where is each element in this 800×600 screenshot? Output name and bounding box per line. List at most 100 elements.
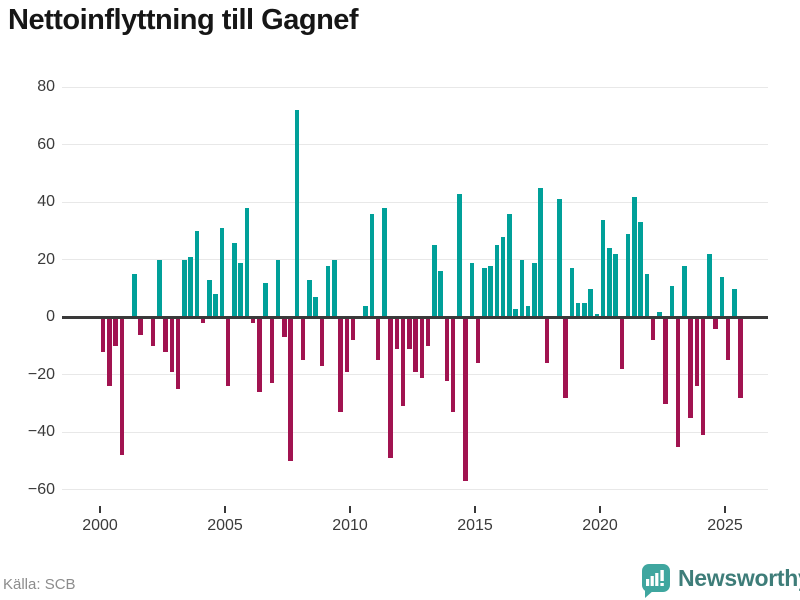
bar-2000-q14 xyxy=(188,256,193,318)
bar-2000-q36 xyxy=(325,265,331,318)
bar-2000-q45 xyxy=(382,208,387,318)
bar-2000-q32 xyxy=(300,317,306,361)
bar-2000-q27 xyxy=(269,317,275,384)
bar-2000-q67 xyxy=(519,259,525,318)
bar-2000-q17 xyxy=(207,279,212,318)
y-axis-label--20: −20 xyxy=(27,365,55,383)
bar-2000-q55 xyxy=(444,317,450,381)
y-axis-label-0: 0 xyxy=(46,308,55,326)
bar-2000-q85 xyxy=(632,196,637,318)
bar-2000-q70 xyxy=(538,187,543,318)
bar-2000-q5 xyxy=(132,274,137,318)
x-axis-tick-2010 xyxy=(349,506,351,513)
source-note: Källa: SCB xyxy=(3,576,76,593)
bar-2000-q49 xyxy=(407,317,412,349)
bar-2000-q13 xyxy=(182,259,187,318)
bar-2000-q101 xyxy=(732,288,737,318)
bar-2000-q71 xyxy=(544,317,550,364)
bar-2000-q58 xyxy=(463,317,468,482)
bar-2000-q16 xyxy=(200,317,206,324)
bar-2000-q46 xyxy=(388,317,393,459)
bar-2000-q57 xyxy=(457,193,462,318)
bar-2000-q33 xyxy=(307,279,312,318)
bar-2000-q76 xyxy=(575,302,581,318)
speech-bubble-tail xyxy=(645,590,654,598)
gridline-80 xyxy=(62,86,768,88)
x-axis-label-2005: 2005 xyxy=(207,517,243,534)
mini-bar-chart-glyph xyxy=(646,570,664,586)
bar-2000-q35 xyxy=(319,317,325,367)
bar-2000-q20 xyxy=(225,317,231,387)
bar-2000-q90 xyxy=(663,317,668,404)
bar-2000-q60 xyxy=(475,317,481,364)
bar-2000-q65 xyxy=(507,213,512,318)
x-axis-tick-2000 xyxy=(99,506,101,513)
bar-2000-q73 xyxy=(557,199,562,318)
bar-2000-q82 xyxy=(613,254,618,318)
gridline-40 xyxy=(62,201,768,203)
bar-2000-q79 xyxy=(594,314,600,318)
bar-2000-q77 xyxy=(582,302,587,318)
bar-2000-q9 xyxy=(157,259,162,318)
bar-2000-q30 xyxy=(288,317,293,462)
bar-2000-q25 xyxy=(257,317,262,393)
gridline-20 xyxy=(62,259,768,261)
bar-2000-q34 xyxy=(313,297,318,318)
bar-2000-q11 xyxy=(169,317,175,372)
x-axis-label-2025: 2025 xyxy=(707,517,743,534)
bar-2000-q86 xyxy=(638,222,643,318)
bar-2000-q88 xyxy=(650,317,656,341)
bar-2000-q44 xyxy=(375,317,381,361)
bar-2000-q3 xyxy=(119,317,125,456)
y-axis-label-80: 80 xyxy=(37,78,55,96)
bar-2000-q75 xyxy=(569,268,575,318)
bar-2000-q43 xyxy=(369,213,375,318)
bar-2000-q87 xyxy=(644,274,650,318)
bar-2000-q21 xyxy=(232,242,237,318)
bar-2000-q56 xyxy=(450,317,456,413)
bar-2000-q39 xyxy=(344,317,350,372)
bar-2000-q94 xyxy=(688,317,693,418)
bar-2000-q80 xyxy=(600,219,606,318)
bar-2000-q38 xyxy=(338,317,343,413)
x-axis-tick-2015 xyxy=(474,506,476,513)
x-axis-label-2015: 2015 xyxy=(457,517,493,534)
bar-2000-q64 xyxy=(500,236,506,318)
bar-2000-q2 xyxy=(113,317,118,347)
bar-2000-q89 xyxy=(657,311,662,318)
y-axis-label-40: 40 xyxy=(37,193,55,211)
bar-2000-q81 xyxy=(607,248,612,318)
bar-2000-q29 xyxy=(282,317,287,338)
bar-2000-q63 xyxy=(494,245,500,318)
x-axis-tick-2020 xyxy=(599,506,601,513)
bar-2000-q102 xyxy=(738,317,743,398)
bar-2000-q68 xyxy=(525,305,531,318)
newsworthy-wordmark: Newsworthy xyxy=(678,565,800,591)
bar-2000-q92 xyxy=(675,317,681,447)
bar-2000-q31 xyxy=(294,110,300,318)
bar-2000-q18 xyxy=(213,294,218,318)
bar-2000-q40 xyxy=(350,317,356,341)
bar-2000-q54 xyxy=(438,271,443,318)
bar-2000-q97 xyxy=(707,254,712,318)
gridline-60 xyxy=(62,144,768,146)
y-axis-label-60: 60 xyxy=(37,135,55,153)
bar-2000-q6 xyxy=(138,317,143,335)
x-axis-label-2010: 2010 xyxy=(332,517,368,534)
bar-2000-q59 xyxy=(469,262,475,318)
bar-2000-q19 xyxy=(219,228,225,318)
bar-2000-q99 xyxy=(719,277,725,318)
bar-2000-q50 xyxy=(413,317,418,372)
bar-2000-q91 xyxy=(669,285,675,318)
gridline--20 xyxy=(62,374,768,376)
bar-2000-q62 xyxy=(488,265,493,318)
bar-2000-q26 xyxy=(263,282,268,318)
bar-2000-q83 xyxy=(619,317,625,370)
bar-2000-q47 xyxy=(394,317,400,349)
bar-2000-q15 xyxy=(194,231,200,318)
bar-2000-q8 xyxy=(150,317,156,347)
bar-2000-q95 xyxy=(694,317,700,387)
bar-2000-q23 xyxy=(244,208,250,318)
